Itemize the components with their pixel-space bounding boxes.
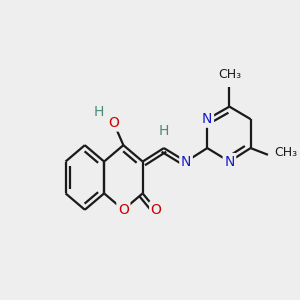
Text: CH₃: CH₃ [218,68,241,81]
Text: N: N [224,154,235,169]
Text: O: O [118,203,129,217]
Text: O: O [151,203,162,217]
Text: N: N [181,154,191,169]
Text: CH₃: CH₃ [275,146,298,159]
Text: N: N [202,112,212,126]
Text: H: H [94,105,104,119]
Text: H: H [159,124,169,138]
Text: O: O [108,116,119,130]
